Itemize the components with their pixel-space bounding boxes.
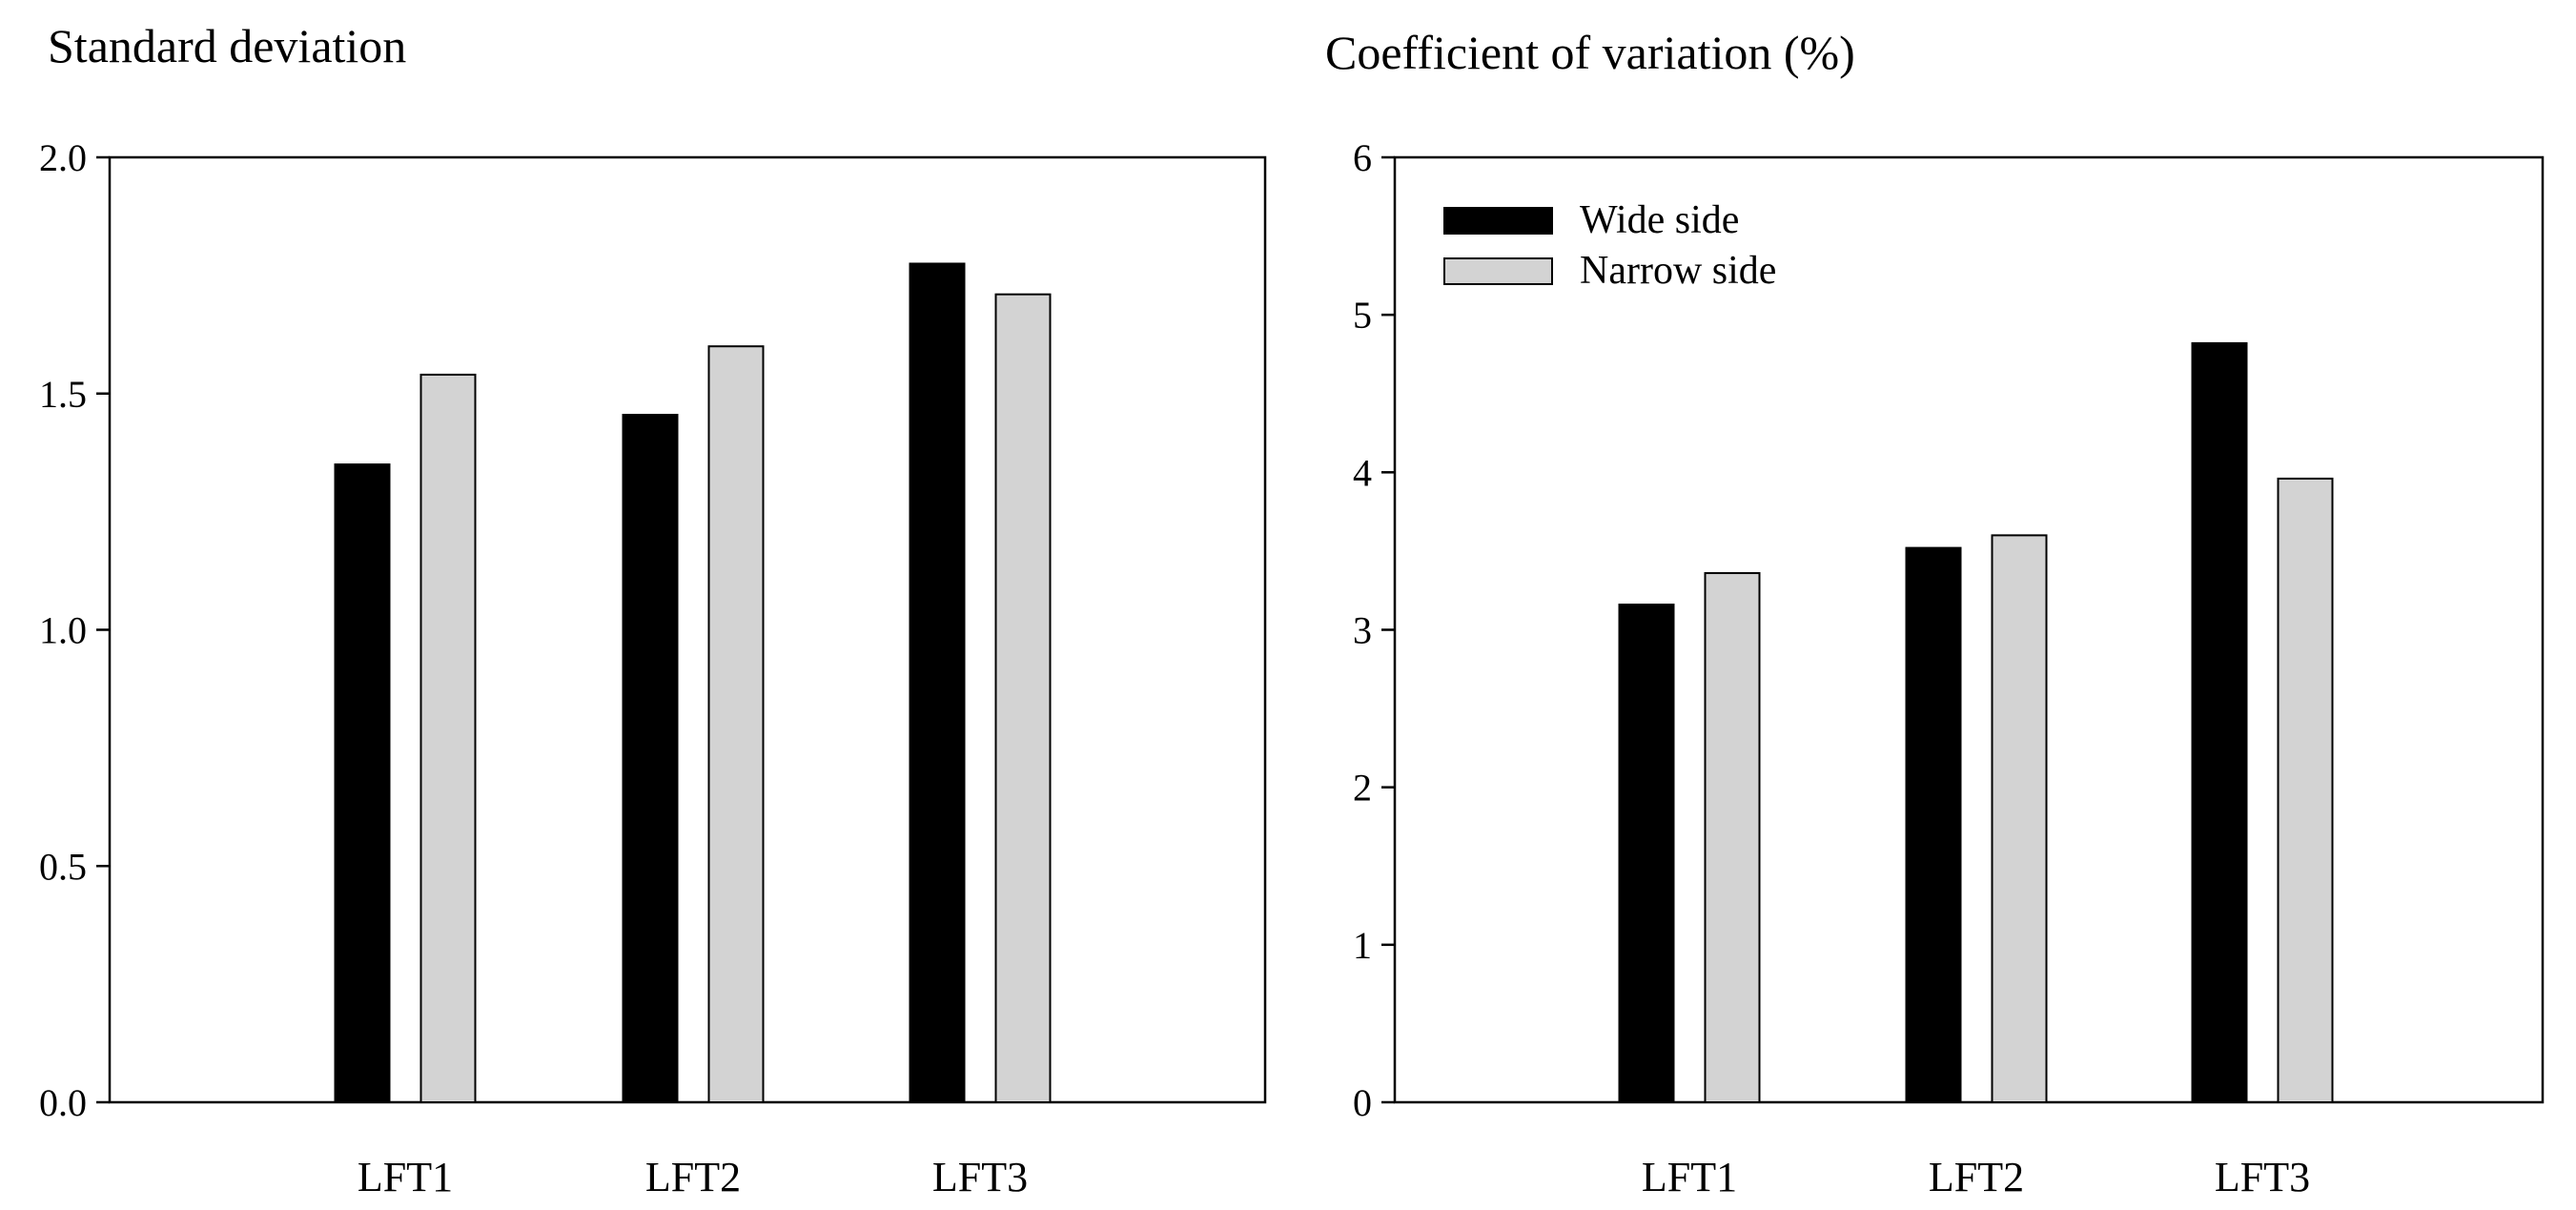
y-tick-label: 3 <box>1353 609 1372 652</box>
y-tick-label: 2 <box>1353 767 1372 810</box>
bar-wide-side-lft1 <box>1618 604 1675 1103</box>
plot-frame <box>1393 155 2545 1104</box>
y-tick-label: 2.0 <box>39 136 87 179</box>
bar-narrow-side-lft3 <box>2277 477 2334 1103</box>
panel-standard-deviation: Standard deviation 0.0 0.5 1.0 1.5 2.0 LFT1 LF… <box>39 19 1267 1200</box>
y-tick-label: 1.5 <box>39 373 87 416</box>
y-tick-label: 6 <box>1353 136 1372 179</box>
x-category-label: LFT2 <box>1929 1154 2024 1200</box>
y-tick-label: 1.0 <box>39 609 87 652</box>
x-category-label: LFT3 <box>932 1154 1028 1200</box>
chart-title: Coefficient of variation (%) <box>1325 26 1855 79</box>
x-category-label: LFT3 <box>2215 1154 2310 1200</box>
bar-wide-side-lft1 <box>334 463 391 1103</box>
x-category-label: LFT1 <box>358 1154 453 1200</box>
bar-narrow-side-lft2 <box>707 345 765 1103</box>
legend-swatch <box>1443 257 1553 285</box>
y-tick-label: 1 <box>1353 924 1372 967</box>
bar-narrow-side-lft3 <box>994 293 1052 1103</box>
bar-narrow-side-lft2 <box>1991 534 2048 1103</box>
panel-coefficient-of-variation: Coefficient of variation (%) 0 1 2 3 4 5 6 LFT1… <box>1325 26 2545 1200</box>
bar-narrow-side-lft1 <box>419 373 477 1103</box>
legend-label: Wide side <box>1580 198 1739 242</box>
bar-wide-side-lft3 <box>909 262 966 1103</box>
plot-frame <box>108 155 1267 1104</box>
x-category-label: LFT2 <box>645 1154 741 1200</box>
y-tick-label: 0.0 <box>39 1081 87 1124</box>
bar-wide-side-lft3 <box>2191 341 2248 1103</box>
bar-narrow-side-lft1 <box>1704 572 1761 1103</box>
y-tick-label: 5 <box>1353 294 1372 337</box>
chart-title: Standard deviation <box>48 19 406 72</box>
bar-wide-side-lft2 <box>1905 546 1962 1103</box>
x-category-label: LFT1 <box>1642 1154 1737 1200</box>
legend-swatch <box>1443 207 1553 235</box>
y-tick-label: 0 <box>1353 1081 1372 1124</box>
bar-wide-side-lft2 <box>622 414 679 1103</box>
legend-label: Narrow side <box>1580 249 1776 293</box>
y-tick-label: 0.5 <box>39 845 87 888</box>
y-tick-label: 4 <box>1353 451 1372 494</box>
